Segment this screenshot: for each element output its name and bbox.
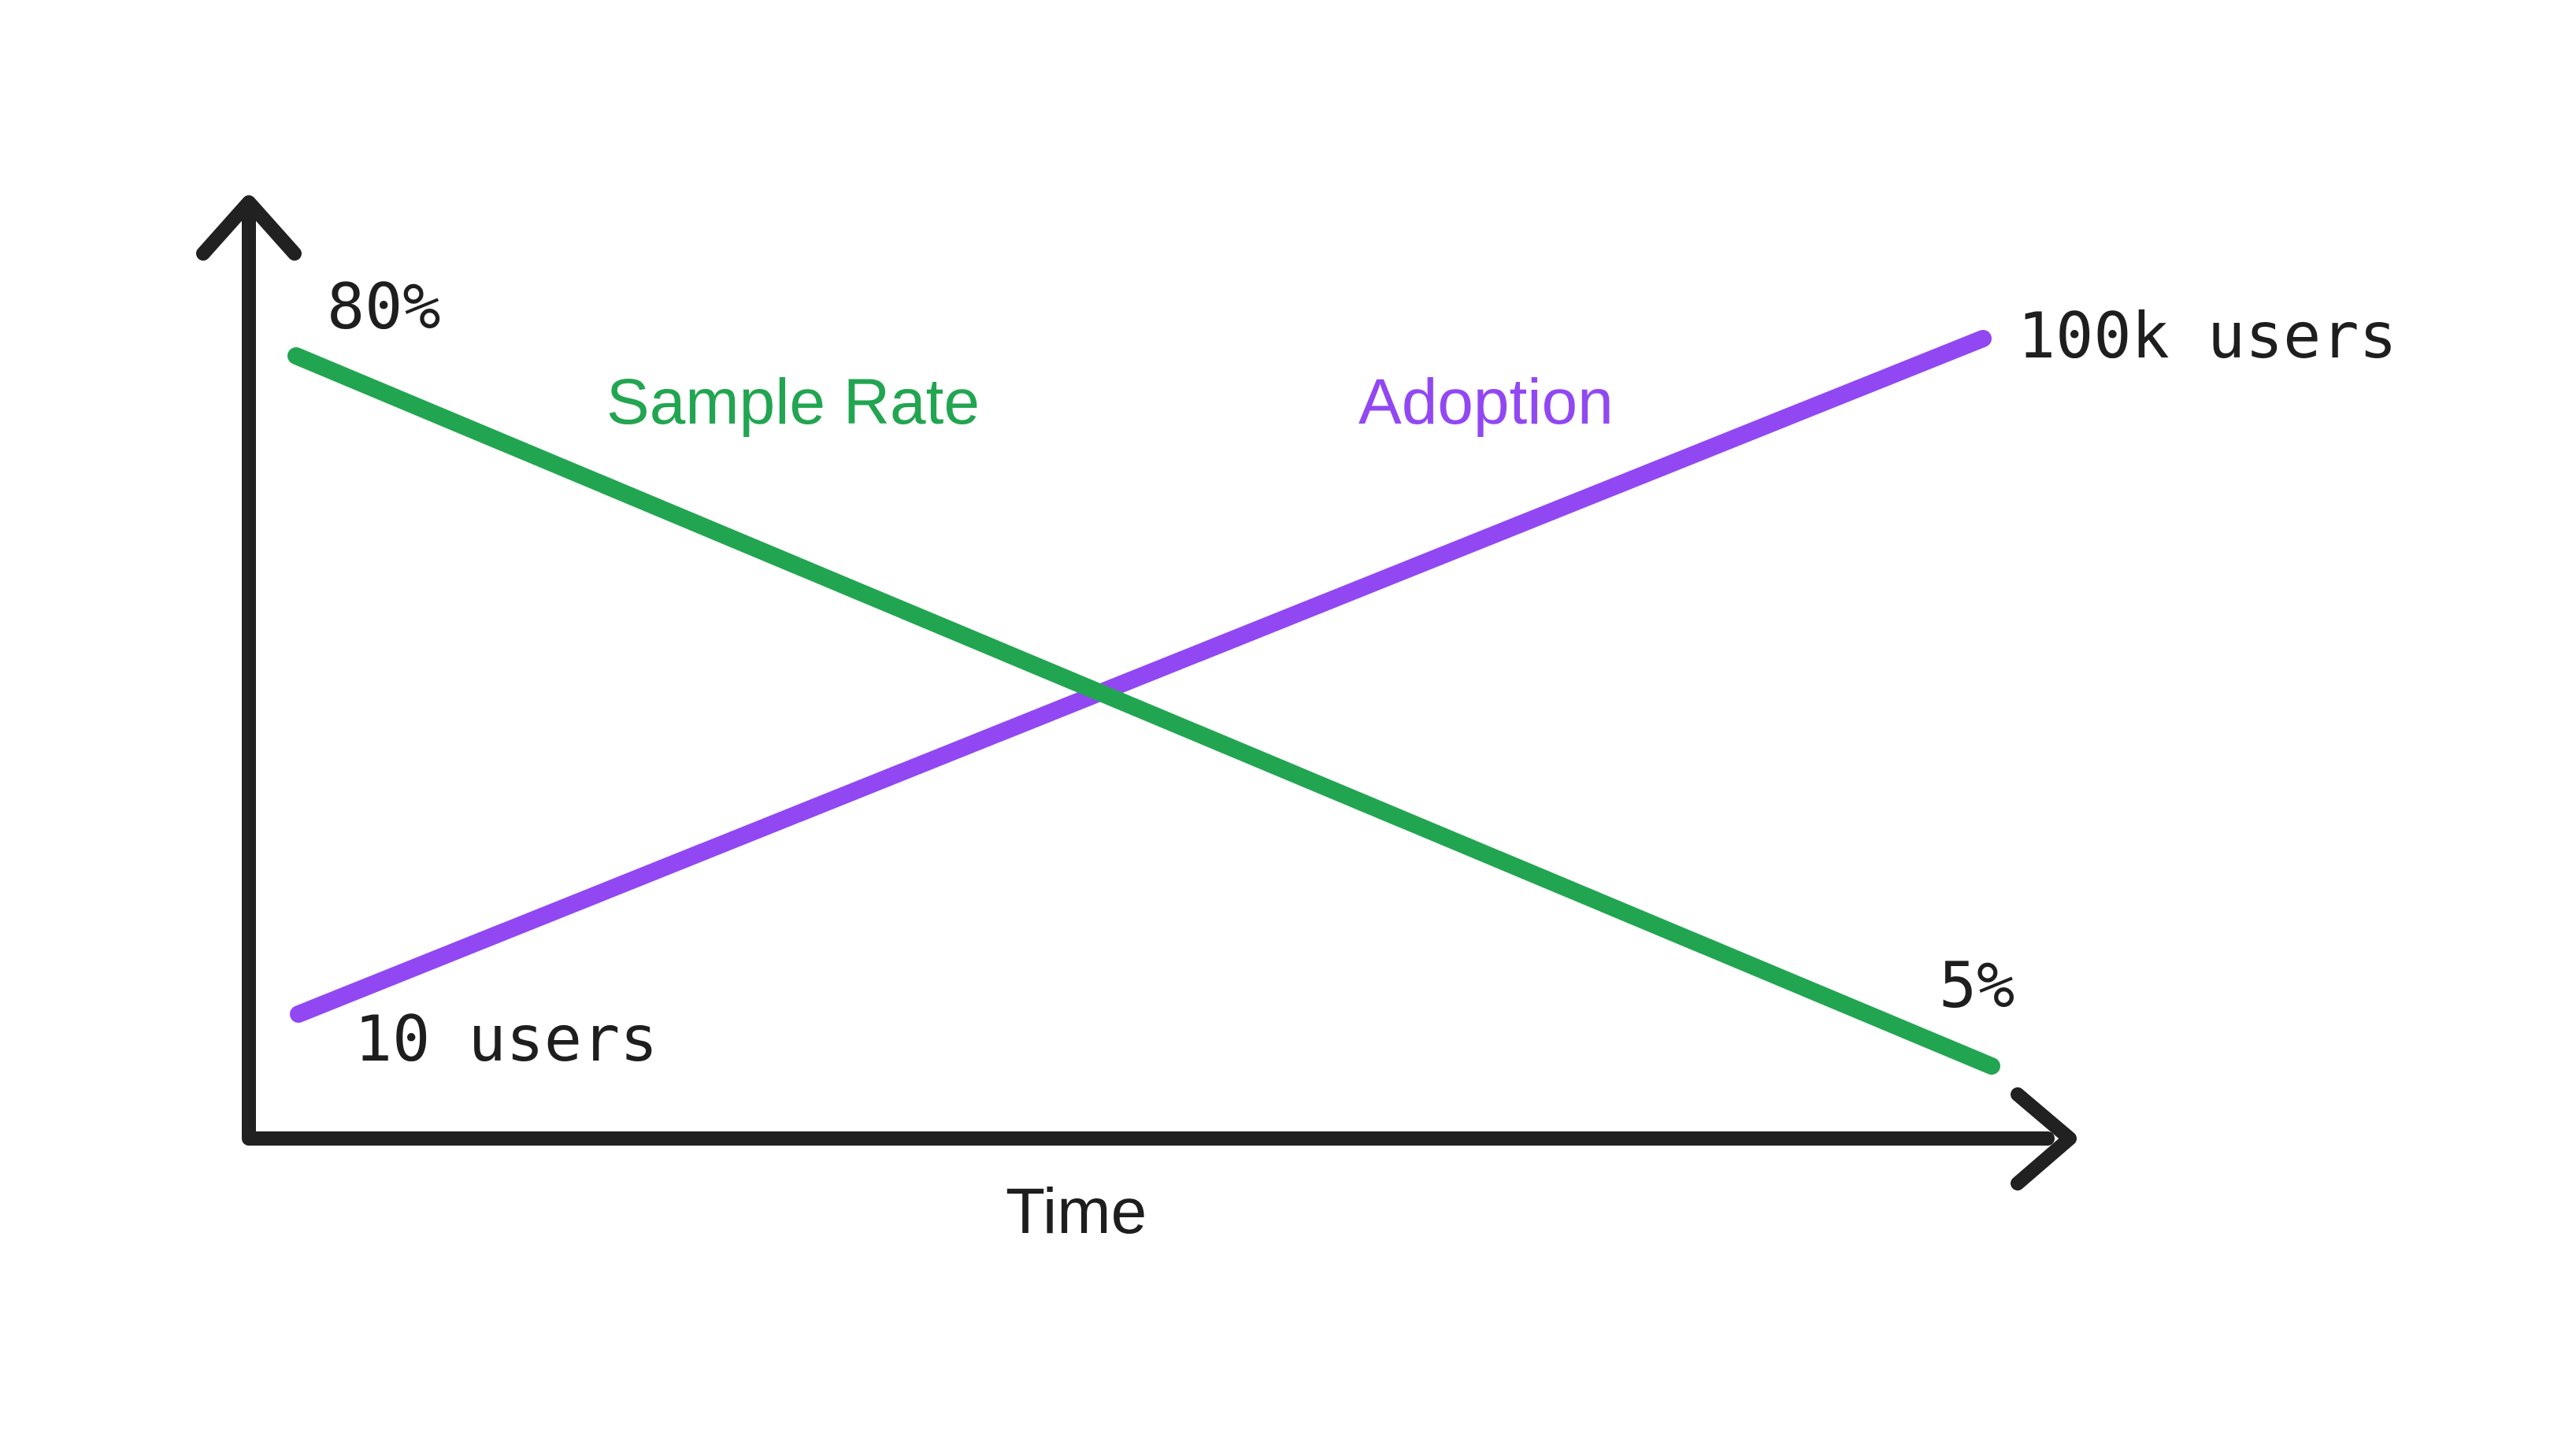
adoption-start-value-label: 10 users xyxy=(354,1002,658,1076)
sample-rate-start-value-label: 80% xyxy=(327,270,441,343)
sample-rate-end-value-label: 5% xyxy=(1939,949,2015,1022)
axes-lines xyxy=(242,204,2055,1146)
y-axis-arrowhead-icon xyxy=(196,195,302,261)
adoption-series-label: Adoption xyxy=(1358,366,1614,438)
x-axis-arrowhead-icon xyxy=(2011,1087,2077,1190)
adoption-end-value-label: 100k users xyxy=(2018,299,2397,372)
sample-rate-series-label: Sample Rate xyxy=(606,366,980,438)
x-axis-title: Time xyxy=(1006,1176,1147,1247)
sample-rate-line xyxy=(287,347,2000,1075)
adoption-line xyxy=(290,330,1992,1023)
